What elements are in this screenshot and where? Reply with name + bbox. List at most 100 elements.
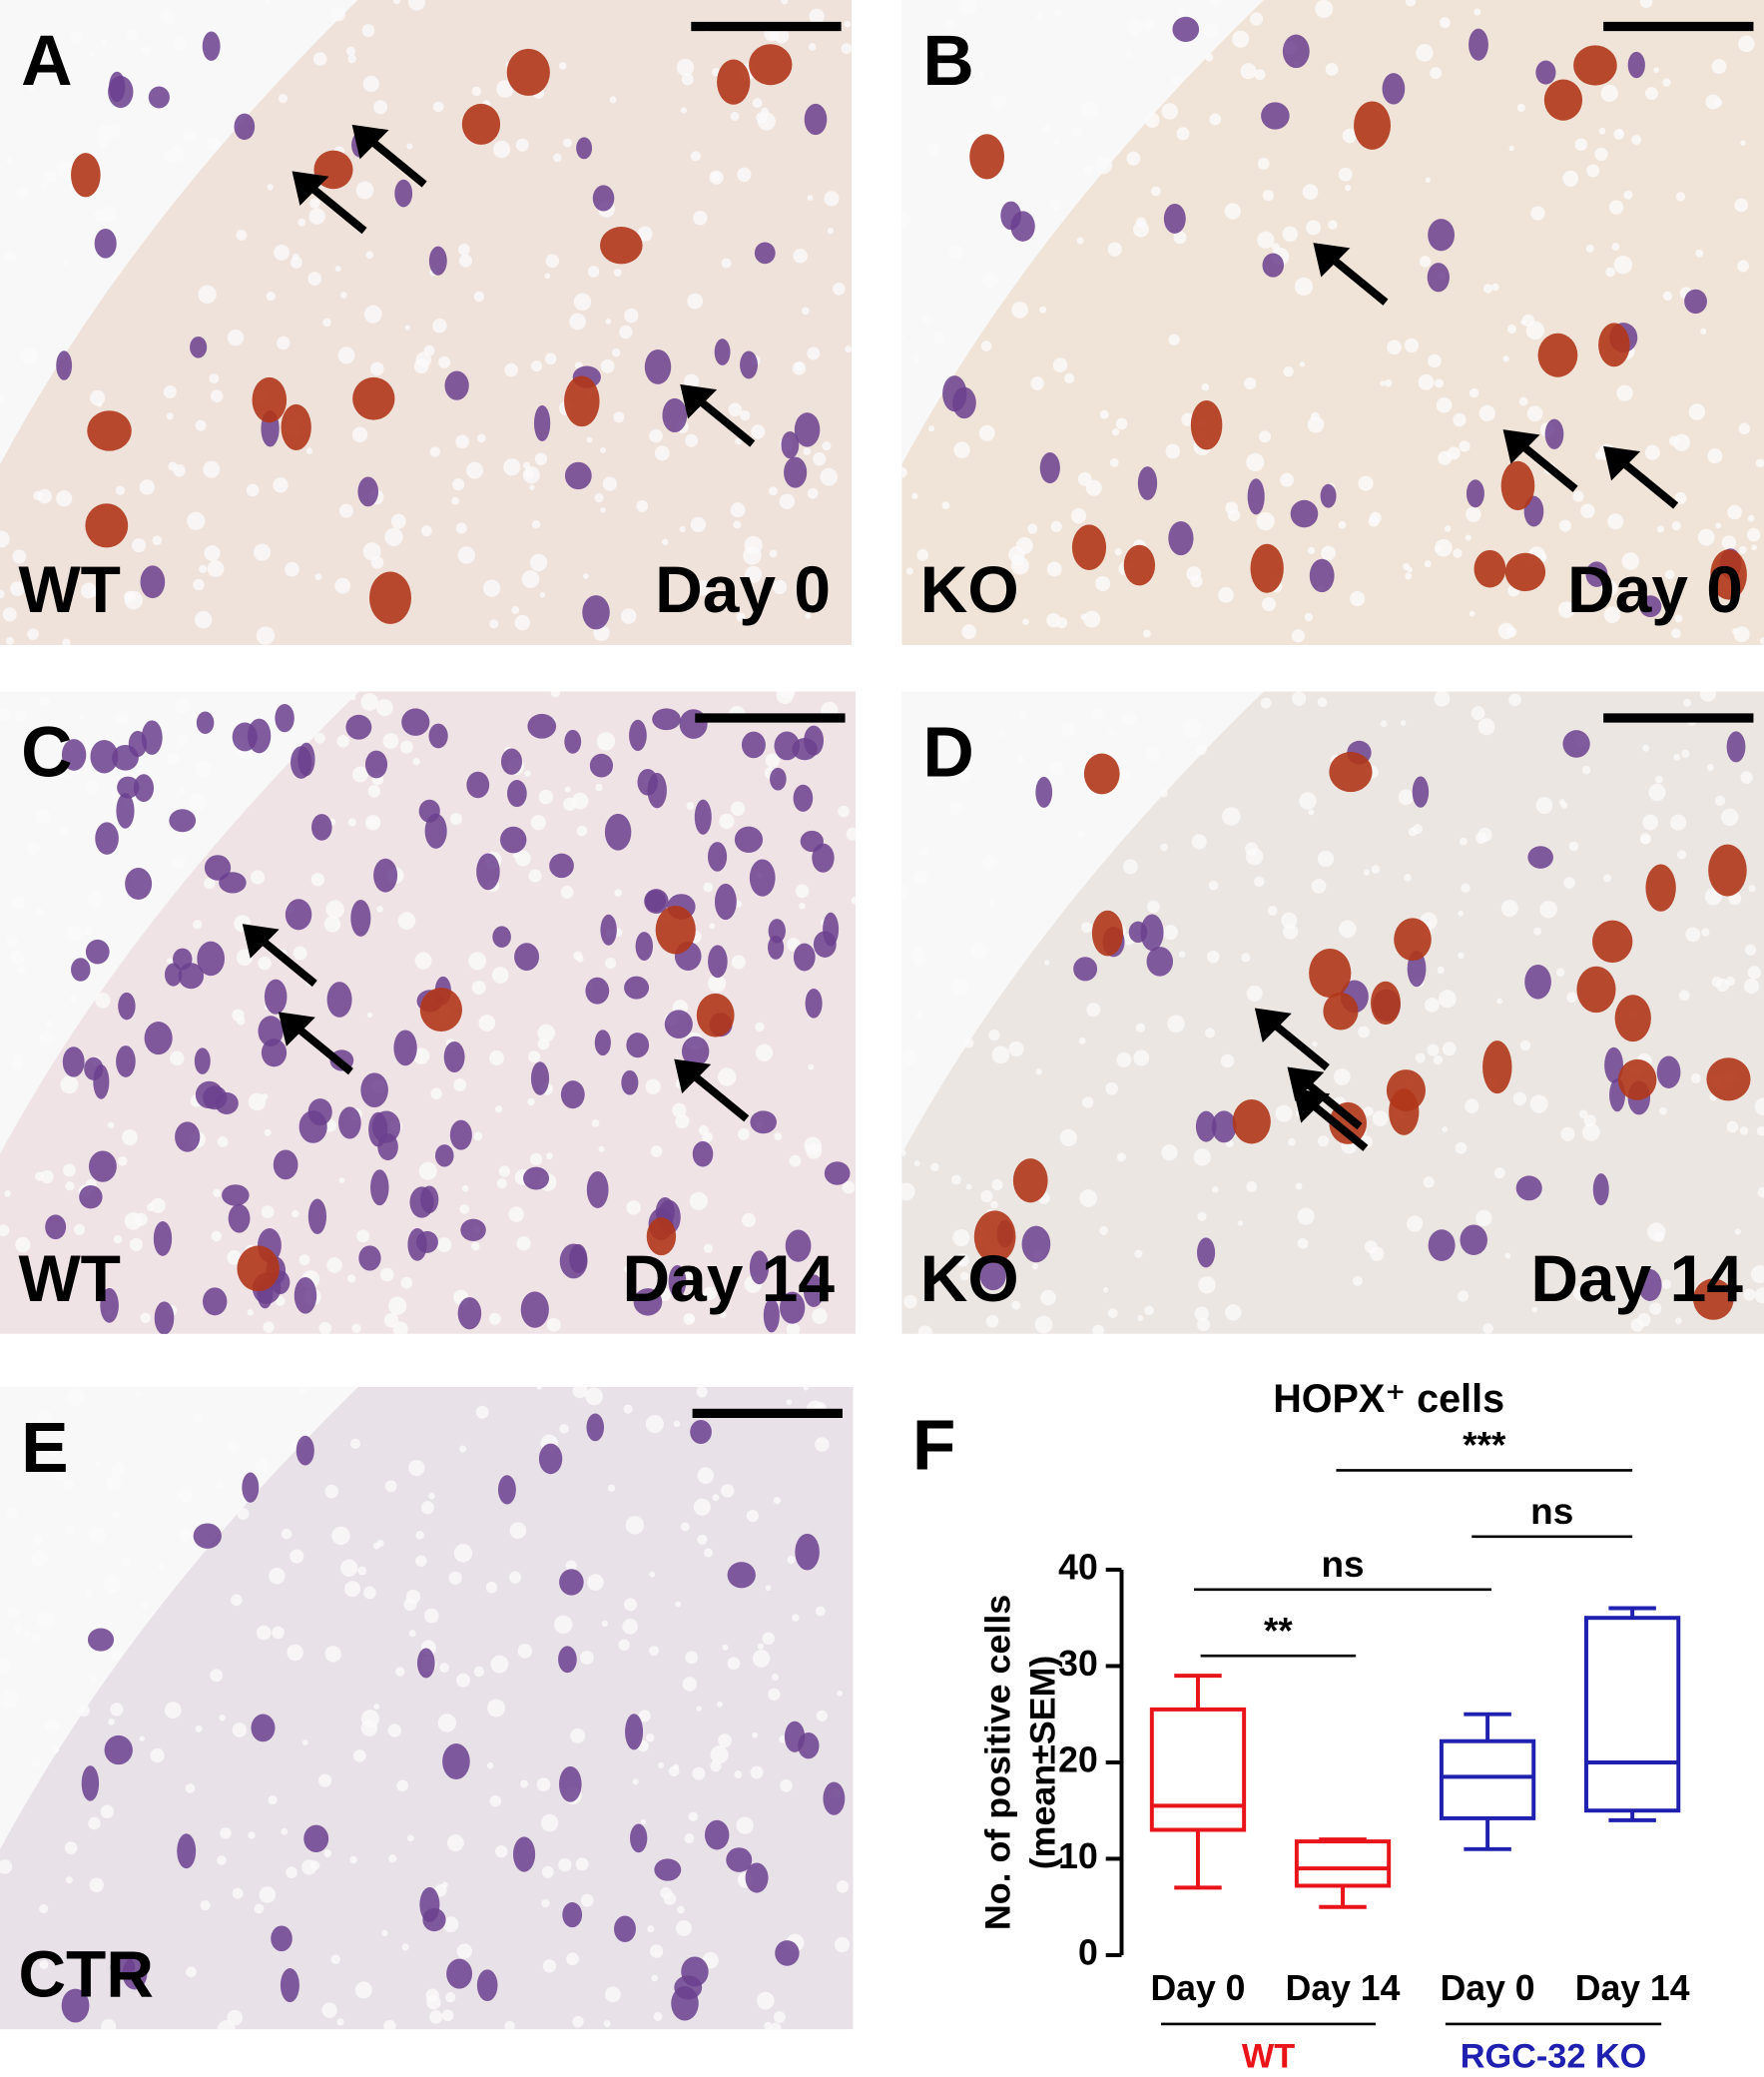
vacuole [248,1092,267,1111]
stained-cell [564,375,600,427]
vacuole [24,1631,30,1638]
vacuole [118,1156,128,1166]
vacuole [774,2010,786,2023]
vacuole [676,1919,692,1936]
nucleus [357,476,379,507]
vacuole [27,628,39,640]
vacuole [841,43,853,54]
box [1149,1707,1247,1832]
nucleus [1604,1046,1624,1083]
vacuole [1605,267,1615,278]
vacuole [64,1841,78,1854]
vacuole [649,1571,656,1578]
tissue [0,691,857,1334]
vacuole [1204,1028,1216,1038]
vacuole [1738,545,1747,554]
vacuole [285,561,299,577]
vacuole [273,477,289,493]
vacuole [1521,314,1535,328]
nucleus [446,1958,473,1989]
vacuole [1535,797,1553,814]
nucleus [100,1287,119,1323]
nucleus [1137,466,1158,500]
vacuole [1092,1324,1104,1334]
vacuole [808,43,817,51]
vacuole [1461,883,1470,893]
vacuole [1670,814,1687,831]
nucleus [952,386,976,419]
arrow-head [674,1058,712,1094]
vacuole [680,1522,690,1532]
panel-day-label: Day 14 [1530,1242,1743,1316]
vacuole [1076,237,1084,245]
vacuole [815,1606,826,1617]
vacuole [305,447,313,454]
vacuole [475,1405,489,1419]
vacuole [981,855,997,871]
vacuole [756,111,768,124]
nucleus [141,720,163,755]
arrow-shaft [1268,1018,1330,1071]
nucleus [740,350,758,379]
vacuole [948,801,962,815]
vacuole [1419,256,1432,268]
vacuole [563,797,577,812]
vacuole [1598,127,1606,135]
arrow-shaft [364,135,427,188]
vacuole [1750,1265,1764,1283]
vacuole [541,1865,554,1878]
vacuole [833,282,846,296]
vacuole [1437,966,1445,975]
vacuole [1424,560,1432,568]
stained-cell [71,153,101,198]
vacuole [537,1038,550,1050]
stained-cell [1591,920,1633,964]
vacuole [301,1739,308,1745]
stained-cell [969,134,1005,180]
nucleus [232,722,258,752]
vacuole [1659,1106,1667,1115]
vacuole [175,698,191,714]
vacuole [580,1893,594,1907]
vacuole [396,1779,408,1792]
vacuole [491,967,509,984]
vacuole [213,1188,222,1197]
vacuole [248,1831,256,1839]
vacuole [178,1528,193,1543]
vacuole [1435,544,1443,553]
vacuole [1245,842,1259,856]
vacuole [347,818,356,827]
vacuole [1404,338,1420,353]
vacuole [736,1816,754,1834]
vacuole [198,285,217,305]
vacuole [6,1507,18,1519]
vacuole [281,1528,293,1540]
vacuole [1031,1263,1039,1270]
arrow-shaft [304,181,367,235]
nucleus [781,430,800,459]
nucleus [195,1080,224,1109]
vacuole [1225,1304,1242,1321]
vacuole [1600,84,1618,103]
vacuole [455,434,469,449]
vacuole [836,1880,850,1893]
vacuole [496,80,514,98]
nucleus [401,708,430,736]
nucleus [589,753,614,778]
vacuole [1518,396,1528,406]
vacuole [623,1404,633,1414]
vacuole [318,1773,332,1787]
vacuole [140,1601,149,1610]
vacuole [247,1309,254,1316]
nucleus [428,246,447,276]
vacuole [1671,520,1681,531]
vacuole [1254,876,1265,888]
panel-group-label: WT [18,553,120,627]
nucleus [178,963,205,990]
panel-letter: B [922,21,973,101]
vacuole [80,582,97,599]
vacuole [1288,1137,1296,1146]
vacuole [903,1294,917,1309]
vacuole [1040,1289,1056,1306]
tissue [901,0,1764,646]
